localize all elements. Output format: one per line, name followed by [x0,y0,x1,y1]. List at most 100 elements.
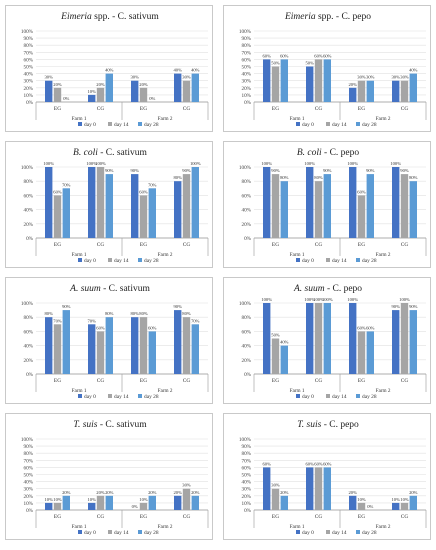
bar [366,174,374,238]
data-label: 100% [347,297,358,302]
bar [314,59,323,102]
legend-swatch [138,530,142,534]
y-tick-label: 80% [23,179,33,185]
data-label: 30% [366,75,375,80]
data-label: 10% [139,497,148,502]
data-label: 100% [390,161,401,166]
data-label: 80% [130,311,139,316]
bar [131,174,139,238]
x-tick-label: CG [183,242,191,248]
legend-swatch [296,258,300,262]
bar [263,59,271,102]
data-label: 60% [323,461,332,466]
y-tick-label: 70% [23,50,33,56]
data-label: 60% [148,325,157,330]
data-label: 100% [347,161,358,166]
legend-swatch [108,122,112,126]
bar [45,80,53,102]
bar [263,167,271,238]
x-tick-label: CG [315,242,323,248]
data-label: 90% [105,168,114,173]
y-tick-label: 0% [244,372,252,378]
legend-label: day 0 [84,122,96,128]
x-tick-label: CG [183,514,191,520]
data-label: 60% [366,325,375,330]
bar [96,331,105,374]
bar [314,467,323,510]
data-label: 30% [400,75,409,80]
bar [366,80,374,102]
y-tick-label: 60% [23,465,33,471]
legend-label: day 28 [144,122,159,128]
bar [357,502,366,510]
legend-label: day 0 [302,122,314,128]
x-tick-label: EG [54,378,61,384]
y-tick-label: 80% [23,451,33,457]
legend-label: day 0 [302,394,314,400]
y-tick-label: 40% [241,72,251,78]
y-tick-label: 90% [241,444,251,450]
farm-label: Farm 2 [376,252,391,258]
farm-label: Farm 2 [158,116,173,122]
farm-label: Farm 1 [72,388,87,394]
data-label: 70% [148,182,157,187]
data-label: 90% [391,304,400,309]
y-tick-label: 70% [23,458,33,464]
y-tick-label: 100% [21,437,34,443]
x-tick-label: EG [54,242,61,248]
data-label: 40% [173,68,182,73]
data-label: 20% [348,490,357,495]
bar [349,303,357,374]
legend-swatch [138,258,142,262]
data-label: 10% [87,497,96,502]
bar [323,174,331,238]
bar [392,80,400,102]
data-label: 40% [105,68,114,73]
legend-label: day 28 [362,122,377,128]
legend-label: day 14 [114,530,129,536]
farm-label: Farm 2 [376,524,391,530]
y-tick-label: 80% [241,451,251,457]
data-label: 0% [367,504,373,509]
bar [271,338,280,374]
y-tick-label: 10% [23,501,33,507]
data-label: 20% [348,82,357,87]
y-tick-label: 40% [23,480,33,486]
chart-title: T. suis - C. pepo [297,420,359,430]
legend-label: day 14 [332,258,347,264]
data-label: 100% [304,297,315,302]
data-label: 40% [280,340,289,345]
data-label: 30% [44,75,53,80]
data-label: 50% [271,333,280,338]
y-tick-label: 80% [241,179,251,185]
farm-label: Farm 1 [72,252,87,258]
bar [139,317,148,374]
data-label: 70% [53,318,62,323]
y-tick-label: 90% [241,36,251,42]
data-label: 30% [391,75,400,80]
x-tick-label: CG [315,106,323,112]
data-label: 20% [280,490,289,495]
bar [280,181,288,238]
legend-swatch [326,122,330,126]
y-tick-label: 30% [241,79,251,85]
chart-title: T. suis - C. sativum [73,420,147,430]
bar [88,324,96,374]
data-label: 70% [87,318,96,323]
y-tick-label: 40% [23,72,33,78]
data-label: 90% [173,304,182,309]
bar [191,495,199,510]
legend-label: day 0 [302,258,314,264]
bar [409,73,417,102]
y-tick-label: 20% [241,494,251,500]
legend-swatch [356,530,360,534]
chart-panel-asuum-pepo: A. suum - C. pepo 0% 20% 40% 60% 80% 100% 100% 5… [223,277,431,404]
data-label: 10% [44,497,53,502]
y-tick-label: 70% [241,458,251,464]
y-tick-label: 60% [241,57,251,63]
y-tick-label: 80% [241,43,251,49]
farm-label: Farm 1 [290,524,305,530]
y-tick-label: 0% [26,508,34,514]
bar [182,174,191,238]
data-label: 60% [357,189,366,194]
